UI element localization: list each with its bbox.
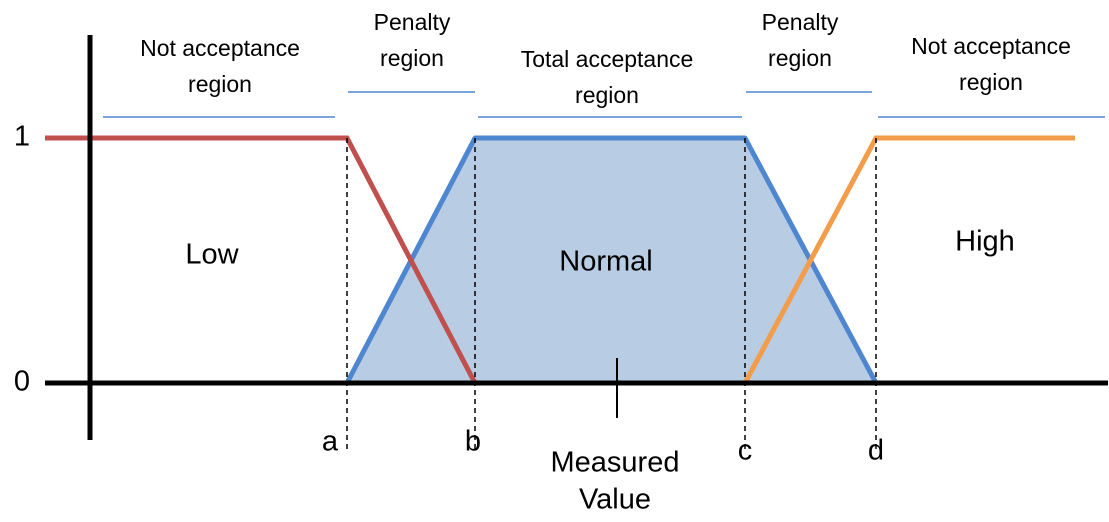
region-label: Total acceptance	[521, 46, 694, 72]
point-label: a	[322, 426, 339, 458]
point-label: d	[868, 435, 884, 467]
set-label: Low	[185, 239, 239, 271]
region-label: region	[380, 45, 444, 71]
y-label: 1	[14, 121, 30, 153]
region-label: region	[959, 69, 1023, 95]
region-bars	[103, 91, 1105, 118]
y-label: 0	[14, 366, 30, 398]
region-label: region	[768, 45, 832, 71]
region-label: Not acceptance	[140, 35, 300, 61]
axis-label: Measured	[551, 447, 680, 479]
region-label: region	[188, 71, 252, 97]
region-label: Penalty	[762, 9, 839, 35]
region-label: region	[575, 82, 639, 108]
axis-label: Value	[579, 484, 651, 516]
region-label: Not acceptance	[911, 33, 1071, 59]
point-label: b	[465, 426, 481, 458]
set-label: Normal	[559, 246, 652, 278]
point-label: c	[738, 435, 753, 467]
region-label: Penalty	[374, 9, 451, 35]
guides	[346, 138, 877, 450]
set-label: High	[955, 226, 1015, 258]
